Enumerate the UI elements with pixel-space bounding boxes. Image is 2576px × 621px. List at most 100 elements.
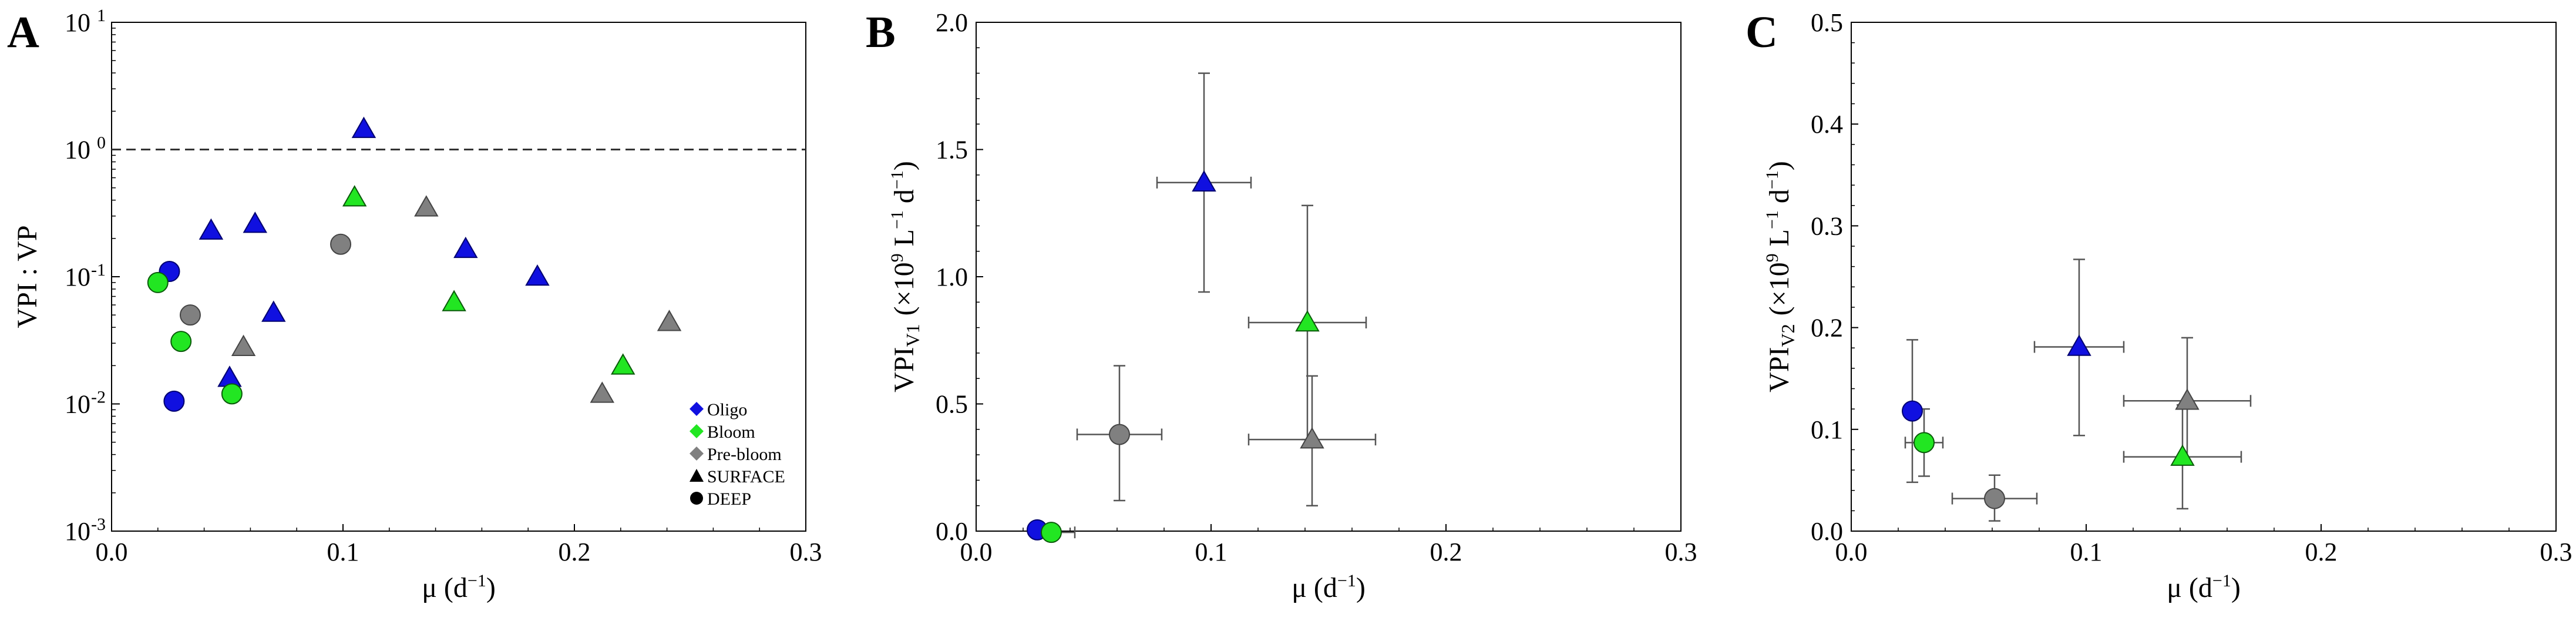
x-tick-label-b: 0.0 (960, 538, 993, 566)
point-a-pre-bloom-surface (657, 310, 682, 331)
point-b-pre-bloom-deep (1109, 424, 1130, 445)
point-a-pre-bloom-surface (590, 381, 615, 403)
point-a-pre-bloom-surface (231, 334, 256, 356)
y-axis-label-c-close: ) (1764, 161, 1795, 170)
legend-label-surface: SURFACE (707, 467, 785, 486)
y-tick-label-c: 0.3 (1811, 212, 1843, 240)
y-axis-label-c-end: d (1764, 189, 1795, 210)
x-axis-label-b-close: ) (1356, 572, 1366, 603)
point-b-oligo-surface (1192, 170, 1216, 192)
point-a-pre-bloom-deep (179, 304, 201, 326)
y-tick-label-c: 0.2 (1811, 314, 1843, 343)
point-a-oligo-surface (261, 300, 286, 322)
x-axis-label-a-text: μ (d (422, 572, 468, 603)
y-axis-label-b-mid: L (889, 229, 920, 253)
x-axis-label-a: μ (d−1) (422, 571, 496, 603)
x-tick-label-b: 0.1 (1195, 538, 1228, 566)
y-tick-label-a-base: 10 (65, 390, 90, 419)
y-tick-label-a: 10 (65, 263, 90, 291)
x-tick-label-b: 0.3 (1665, 538, 1697, 566)
point-a-bloom-surface (342, 185, 367, 207)
y-tick-label-a-exp: -3 (91, 515, 106, 534)
y-tick-label-b: 2.0 (936, 8, 968, 37)
y-axis-label-b: VPIV1(×109 L−1 d−1) (887, 161, 923, 392)
panel-letter-c: C (1746, 8, 1778, 57)
y-tick-label-b: 0.5 (936, 390, 968, 419)
x-tick-label-c: 0.2 (2305, 538, 2338, 566)
x-axis-label-c-text: μ (d (2167, 572, 2212, 603)
y-axis-label-b-sup3: −1 (887, 170, 907, 189)
point-c-pre-bloom-surface (2175, 388, 2200, 410)
legend-label-prebloom: Pre-bloom (707, 445, 782, 464)
point-a-bloom-deep (147, 271, 169, 293)
point-a-oligo-surface (351, 116, 376, 138)
point-a-bloom-deep (170, 331, 192, 353)
panel-letter-b: B (866, 8, 896, 57)
y-axis-label-c-units: (×10 (1764, 262, 1795, 315)
x-axis-label-c-close: ) (2231, 572, 2241, 603)
point-a-pre-bloom-surface (414, 195, 439, 217)
y-axis-label-b-sub: V1 (902, 324, 923, 347)
point-b-bloom-deep (1041, 522, 1062, 543)
marks-b (1027, 72, 1377, 543)
x-tick-label-c: 0.3 (2540, 538, 2572, 566)
point-c-oligo-surface (2067, 334, 2091, 356)
y-axis-label-b-text: VPI (889, 347, 920, 392)
y-tick-label-a: 10 (65, 8, 90, 37)
panel-c: C 0.0 0.1 0.2 0.30.00.10.20.30.40.5 μ (d−1)… (1746, 8, 2572, 603)
y-tick-label-c: 0.4 (1811, 110, 1843, 139)
panel-letter-a: A (7, 8, 39, 57)
point-a-oligo-surface (453, 236, 478, 259)
y-axis-label-b-sup2: −1 (887, 210, 907, 229)
panel-b: B 0.0 0.1 0.2 0.30.00.51.01.52.0 μ (d−1) VP… (866, 8, 1697, 603)
legend-label-bloom: Bloom (707, 422, 755, 442)
x-axis-label-c: μ (d−1) (2167, 571, 2241, 603)
y-axis-label-c-text: VPI (1764, 347, 1795, 392)
x-tick-label-a: 0.1 (327, 538, 359, 566)
y-tick-label-a: 10 (65, 136, 90, 165)
y-tick-label-a-base: 10 (65, 8, 90, 37)
x-tick-label-a: 0.3 (790, 538, 822, 566)
y-axis-label-c-sup2: −1 (1763, 210, 1782, 229)
y-tick-label-a-base: 10 (65, 517, 90, 546)
legend-label-oligo: Oligo (707, 400, 747, 419)
y-axis-label-c-sup1: 9 (1763, 253, 1782, 262)
y-tick-label-c: 0.5 (1811, 8, 1843, 37)
x-axis-label-a-sup: −1 (468, 571, 486, 590)
y-tick-label-a: 10 (65, 390, 90, 419)
x-axis-label-b-sup: −1 (1337, 571, 1356, 590)
y-axis-label-b-sup1: 9 (887, 253, 907, 262)
x-tick-label-c: 0.0 (1835, 538, 1868, 566)
point-a-oligo-deep (163, 390, 185, 412)
marks-a (147, 116, 682, 412)
x-tick-label-b: 0.2 (1430, 538, 1462, 566)
y-axis-label-c-sup3: −1 (1763, 170, 1782, 189)
marks-c (1902, 259, 2252, 522)
legend-bloom-diamond-icon (690, 424, 704, 438)
y-tick-label-b: 1.0 (936, 263, 968, 291)
x-axis-label-b-text: μ (d (1292, 572, 1337, 603)
point-a-oligo-surface (525, 264, 550, 286)
y-tick-label-c: 0.0 (1811, 517, 1843, 546)
point-c-pre-bloom-deep (1984, 488, 2005, 509)
y-tick-label-a-exp: 1 (97, 6, 106, 25)
x-axis-label-b: μ (d−1) (1292, 571, 1366, 603)
plot-frame-c (1851, 22, 2557, 532)
y-axis-label-b-close: ) (889, 161, 920, 170)
point-b-bloom-surface (1295, 310, 1320, 332)
y-axis-label-c-sub: V2 (1777, 324, 1798, 347)
point-a-pre-bloom-deep (330, 233, 352, 255)
x-tick-label-c: 0.1 (2070, 538, 2103, 566)
point-a-bloom-surface (611, 353, 635, 375)
point-b-pre-bloom-surface (1300, 427, 1324, 449)
y-axis-label-a: VPI : VP (12, 225, 43, 328)
x-tick-label-a: 0.0 (96, 538, 128, 566)
y-tick-label-b: 0.0 (936, 517, 968, 546)
x-axis-label-c-sup: −1 (2212, 571, 2231, 590)
y-tick-label-a: 10 (65, 517, 90, 546)
point-a-bloom-surface (442, 290, 466, 311)
legend-label-deep: DEEP (707, 489, 751, 509)
